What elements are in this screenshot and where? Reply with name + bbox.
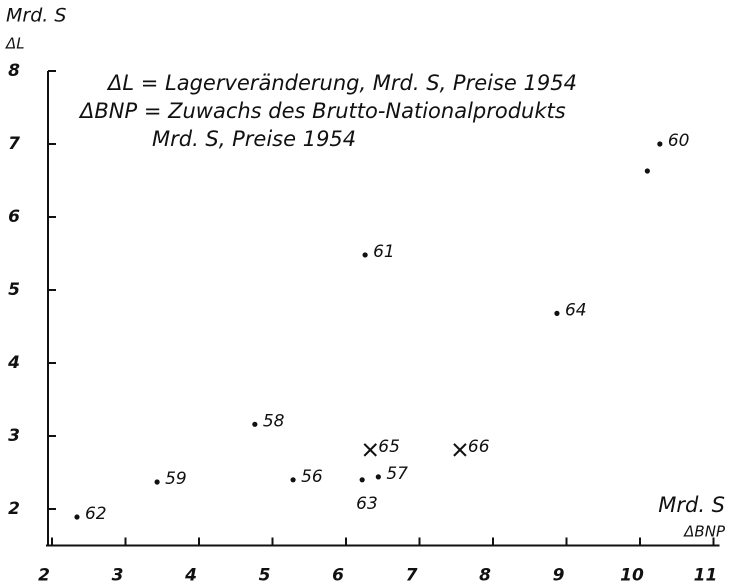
point-label: 63 — [356, 494, 378, 514]
dot-marker — [290, 477, 296, 483]
x-tick-label: 3 — [112, 566, 124, 585]
dot-marker — [359, 477, 365, 483]
point-label: 57 — [386, 464, 408, 484]
x-tick-label: 4 — [184, 566, 197, 585]
dot-marker — [362, 252, 368, 258]
note-line: ΔBNP = Zuwachs des Brutto-Nationalproduk… — [78, 99, 566, 123]
point-label: 65 — [378, 437, 400, 457]
point-label: 64 — [565, 300, 587, 320]
note-line: ΔL = Lagerveränderung, Mrd. S, Preise 19… — [106, 71, 577, 95]
y-tick-label: 2 — [8, 499, 20, 519]
x-axis-unit: Mrd. S — [658, 493, 725, 517]
x-axis-label: ΔBNP — [683, 523, 726, 541]
y-tick-label: 4 — [7, 353, 20, 373]
y-axis-label: ΔL — [5, 35, 25, 53]
point-label: 60 — [668, 131, 690, 151]
dot-marker — [554, 310, 560, 316]
y-tick-label: 6 — [8, 207, 20, 227]
cross-marker — [453, 443, 467, 457]
dot-marker — [657, 141, 663, 147]
y-tick-label: 8 — [8, 61, 20, 81]
note-line: Mrd. S, Preise 1954 — [152, 127, 356, 151]
x-tick-label: 10 — [620, 566, 644, 585]
y-tick-label: 7 — [8, 134, 20, 154]
cross-marker — [363, 443, 377, 457]
point-label: 66 — [468, 437, 490, 457]
point-label: 58 — [263, 411, 285, 431]
point-label: 59 — [165, 469, 187, 489]
point-label: 56 — [301, 467, 323, 487]
y-tick-label: 5 — [8, 280, 20, 300]
dot-marker — [375, 474, 381, 480]
y-axis-unit: Mrd. S — [6, 5, 66, 27]
x-tick-label: 7 — [406, 566, 418, 585]
x-tick-label: 9 — [553, 566, 565, 585]
dot-marker — [252, 421, 258, 427]
x-tick-label: 11 — [694, 566, 718, 585]
y-tick-label: 3 — [8, 426, 20, 446]
x-tick-label: 5 — [259, 566, 271, 585]
dot-marker — [154, 479, 160, 485]
point-label: 62 — [85, 504, 107, 524]
dot-marker — [74, 514, 80, 520]
x-tick-label: 6 — [332, 566, 344, 585]
x-tick-label: 8 — [479, 566, 491, 585]
point-label: 61 — [373, 242, 395, 262]
x-tick-label: 2 — [38, 566, 50, 585]
dot-marker — [644, 168, 650, 174]
